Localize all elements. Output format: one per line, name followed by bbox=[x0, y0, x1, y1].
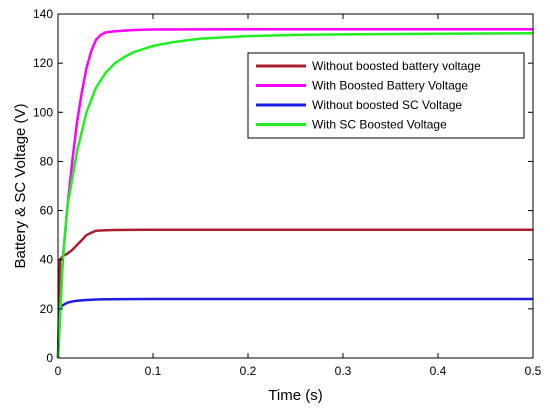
y-tick-label-3: 60 bbox=[40, 204, 54, 218]
y-tick-label-0: 0 bbox=[46, 351, 53, 365]
legend-label-0: Without boosted battery voltage bbox=[312, 59, 481, 73]
x-tick-label-3: 0.3 bbox=[335, 364, 352, 378]
x-tick-label-1: 0.1 bbox=[145, 364, 162, 378]
legend: Without boosted battery voltage With Boos… bbox=[247, 52, 525, 139]
series-line-0 bbox=[56, 228, 533, 359]
x-tick-label-5: 0.5 bbox=[525, 364, 542, 378]
y-tick-label-6: 120 bbox=[33, 56, 53, 70]
y-axis-label: Battery & SC Voltage (V) bbox=[12, 103, 29, 268]
y-tick-label-2: 40 bbox=[40, 253, 54, 267]
series-line-1 bbox=[56, 27, 533, 359]
legend-label-3: With SC Boosted Voltage bbox=[312, 118, 447, 132]
x-axis-label: Time (s) bbox=[268, 387, 322, 404]
x-tick-label-0: 0 bbox=[55, 364, 62, 378]
legend-label-2: Without boosted SC Voltage bbox=[312, 98, 462, 112]
series-line-3 bbox=[56, 31, 534, 359]
x-tick-label-2: 0.2 bbox=[240, 364, 257, 378]
y-tick-label-1: 20 bbox=[40, 302, 54, 316]
x-tick-label-4: 0.4 bbox=[430, 364, 447, 378]
legend-label-1: With Boosted Battery Voltage bbox=[312, 79, 468, 93]
y-tick-label-4: 80 bbox=[40, 154, 54, 168]
ticks-layer: 0 0.1 0.2 0.3 0.4 0.5 0 20 40 60 80 100 120 140 bbox=[33, 7, 542, 378]
y-tick-label-5: 100 bbox=[33, 105, 53, 119]
series-layer bbox=[56, 27, 534, 359]
plot-frame bbox=[57, 13, 534, 359]
series-line-2 bbox=[56, 297, 533, 359]
y-tick-label-7: 140 bbox=[33, 7, 53, 21]
